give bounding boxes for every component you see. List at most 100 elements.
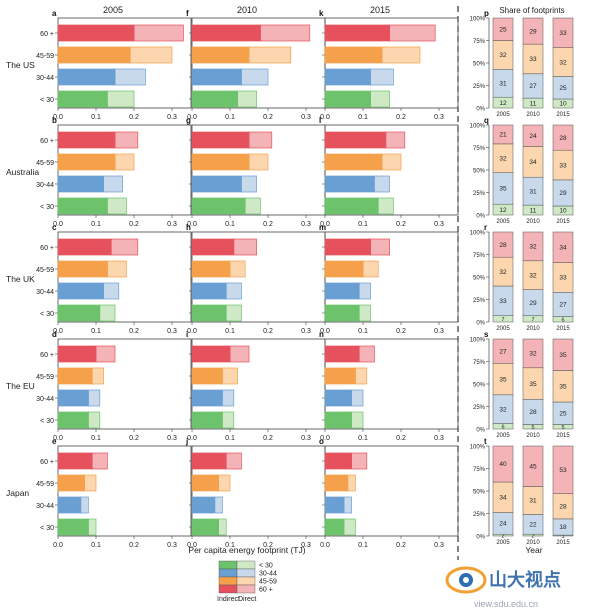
x-tick-label: 0.1 xyxy=(225,221,235,228)
bar-direct xyxy=(362,260,379,278)
share-data-label: 31 xyxy=(499,80,507,87)
bar-indirect xyxy=(57,389,89,407)
share-data-label: 33 xyxy=(559,162,567,169)
share-y-tick-label: 0% xyxy=(476,535,485,541)
category-tick-label: < 30 xyxy=(40,97,54,104)
panel-letter: j xyxy=(185,437,188,446)
bar-direct xyxy=(248,46,292,64)
share-data-label: 12 xyxy=(499,207,507,214)
share-segment xyxy=(552,17,574,48)
x-tick-label: 0.2 xyxy=(129,328,139,335)
share-data-label: 1 xyxy=(561,534,564,540)
x-tick-label: 0.3 xyxy=(301,435,311,442)
bar-indirect xyxy=(324,389,352,407)
share-data-label: 29 xyxy=(529,300,537,307)
bar-panel: o0.0 0.1 0.2 0.3 xyxy=(319,437,459,549)
bar-direct xyxy=(222,389,235,407)
bar-direct xyxy=(107,260,127,278)
bar-direct xyxy=(343,496,352,514)
category-tick-label: 30-44 xyxy=(36,503,54,510)
bar-direct xyxy=(343,518,356,536)
bar-direct xyxy=(355,367,368,385)
panel-letter: g xyxy=(186,116,191,125)
share-data-label: 25 xyxy=(559,85,567,92)
share-x-tick-label: 2015 xyxy=(556,433,570,439)
share-y-tick-label: 75% xyxy=(473,146,486,152)
share-data-label: 32 xyxy=(499,156,507,163)
region-label: Australia xyxy=(6,167,39,177)
bar-direct xyxy=(351,411,364,429)
share-data-label: 32 xyxy=(529,272,537,279)
x-tick-label: 0.3 xyxy=(167,542,177,549)
share-segment xyxy=(522,17,544,45)
category-tick-label: 60 + xyxy=(40,138,54,145)
panel-letter: l xyxy=(319,116,321,125)
bar-direct xyxy=(84,474,97,492)
bar-indirect xyxy=(57,474,85,492)
share-data-label: 35 xyxy=(559,352,567,359)
share-data-label: 45 xyxy=(529,463,537,470)
bar-panel: b0.0 0.1 0.2 0.3 xyxy=(52,116,192,228)
bar-indirect xyxy=(57,496,82,514)
bar-indirect xyxy=(191,238,235,256)
share-y-tick-label: 50% xyxy=(473,276,486,282)
share-segment xyxy=(522,124,544,147)
bar-indirect xyxy=(57,90,108,108)
share-data-label: 5 xyxy=(561,425,564,431)
x-tick-label: 0.3 xyxy=(434,542,444,549)
bar-indirect xyxy=(191,474,219,492)
x-tick-label: 0.2 xyxy=(396,221,406,228)
legend-age-label: 60 + xyxy=(259,587,273,594)
x-tick-label: 0.1 xyxy=(91,328,101,335)
share-x-tick-label: 2005 xyxy=(496,326,510,332)
bar-indirect xyxy=(191,175,242,193)
x-tick-label: 0.2 xyxy=(396,542,406,549)
share-data-label: 34 xyxy=(499,495,507,502)
x-tick-label: 0.0 xyxy=(187,221,197,228)
share-x-tick-label: 2015 xyxy=(556,112,570,118)
legend-swatch-indirect xyxy=(218,560,238,570)
legend-swatch-indirect xyxy=(218,568,238,578)
panel-letter: a xyxy=(52,9,57,18)
bar-indirect xyxy=(324,452,352,470)
bar-indirect xyxy=(191,131,250,149)
share-x-tick-label: 2015 xyxy=(556,540,570,546)
share-panel: t0%25%50%75%100%224344020052223145201011… xyxy=(470,437,574,546)
bar-indirect xyxy=(324,367,356,385)
year-headers: 2005 2010 2015 Share of footprints xyxy=(103,5,565,15)
bar-indirect xyxy=(324,153,383,171)
legend-swatch-direct xyxy=(236,584,256,594)
x-tick-label: 0.2 xyxy=(129,114,139,121)
share-data-label: 33 xyxy=(529,56,537,63)
x-tick-label: 0.3 xyxy=(167,114,177,121)
share-y-tick-label: 50% xyxy=(473,490,486,496)
share-data-label: 31 xyxy=(529,498,537,505)
bar-indirect xyxy=(324,411,352,429)
bar-direct xyxy=(133,24,184,42)
x-tick-label: 0.3 xyxy=(301,328,311,335)
share-y-tick-label: 0% xyxy=(476,107,485,113)
share-data-label: 21 xyxy=(499,132,507,139)
x-tick-label: 0.1 xyxy=(358,221,368,228)
bar-indirect xyxy=(324,260,364,278)
bar-indirect xyxy=(324,175,375,193)
share-y-tick-label: 25% xyxy=(473,405,486,411)
share-x-tick-label: 2010 xyxy=(526,540,540,546)
share-data-label: 5 xyxy=(531,425,534,431)
panel-letter: b xyxy=(52,116,57,125)
share-y-tick-label: 25% xyxy=(473,298,486,304)
legend-swatch-direct xyxy=(236,576,256,586)
legend-indirect-label: Indirect xyxy=(217,596,240,603)
bar-panel: g0.0 0.1 0.2 0.3 xyxy=(186,116,326,228)
x-tick-label: 0.3 xyxy=(301,542,311,549)
bar-indirect xyxy=(324,496,345,514)
panel-letter: s xyxy=(484,330,489,339)
bar-panel: j0.0 0.1 0.2 0.3 xyxy=(185,437,326,549)
bar-indirect xyxy=(57,518,89,536)
panel-letter: r xyxy=(484,223,487,232)
bar-indirect xyxy=(324,68,371,86)
panel-letter: n xyxy=(319,330,324,339)
bar-panel: i0.0 0.1 0.2 0.3 xyxy=(186,330,326,442)
